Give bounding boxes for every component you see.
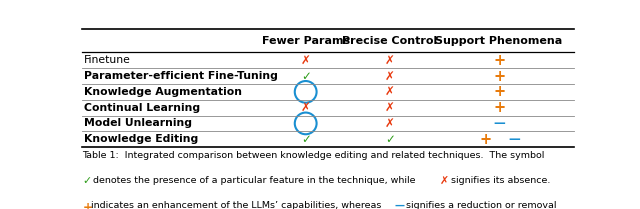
Text: Finetune: Finetune [84,55,131,65]
Text: Support Phenomena: Support Phenomena [435,36,563,46]
Text: —: — [394,201,404,209]
Text: ✗: ✗ [440,176,449,186]
Text: Knowledge Editing: Knowledge Editing [84,134,198,144]
Text: +: + [493,69,505,84]
Text: Model Unlearning: Model Unlearning [84,119,192,128]
Text: Fewer Params: Fewer Params [262,36,349,46]
Text: ✗: ✗ [385,117,395,130]
Text: ✓: ✓ [301,70,310,83]
Text: +: + [493,53,505,68]
Text: signifies a reduction or removal: signifies a reduction or removal [406,201,556,209]
Text: Continual Learning: Continual Learning [84,103,200,113]
Text: Precise Control: Precise Control [342,36,438,46]
Text: ✓: ✓ [385,133,395,146]
Text: ✗: ✗ [301,101,310,114]
Text: signifies its absence.: signifies its absence. [451,176,550,185]
Text: Parameter-efficient Fine-Tuning: Parameter-efficient Fine-Tuning [84,71,278,81]
Text: ✓: ✓ [301,133,310,146]
Text: denotes the presence of a particular feature in the technique, while: denotes the presence of a particular fea… [93,176,416,185]
Text: ✗: ✗ [385,101,395,114]
Text: Knowledge Augmentation: Knowledge Augmentation [84,87,242,97]
Text: +: + [479,132,492,147]
Text: ✗: ✗ [301,54,310,67]
Text: +: + [83,201,93,209]
Text: —: — [508,133,520,146]
Text: ✗: ✗ [385,70,395,83]
Text: ✓: ✓ [83,176,92,186]
Text: indicates an enhancement of the LLMs’ capabilities, whereas: indicates an enhancement of the LLMs’ ca… [92,201,382,209]
Text: —: — [493,117,505,130]
Text: +: + [493,84,505,99]
Text: ✗: ✗ [385,85,395,98]
Text: ✗: ✗ [385,54,395,67]
Text: Table 1:  Integrated comparison between knowledge editing and related techniques: Table 1: Integrated comparison between k… [83,151,545,160]
Text: +: + [493,100,505,115]
